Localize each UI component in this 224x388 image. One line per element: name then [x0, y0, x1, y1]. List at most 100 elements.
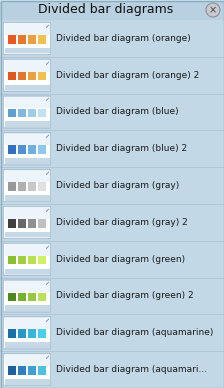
Text: Divided bar diagrams: Divided bar diagrams [38, 3, 174, 17]
Text: ✓: ✓ [44, 24, 49, 29]
Bar [8, 293, 16, 301]
Text: ✓: ✓ [44, 319, 49, 324]
FancyBboxPatch shape [3, 95, 51, 128]
Bar [38, 182, 46, 191]
Text: ✓: ✓ [44, 208, 49, 213]
Text: ✓: ✓ [44, 245, 49, 250]
Text: ✓: ✓ [44, 61, 49, 66]
Bar [28, 35, 36, 43]
Bar [28, 329, 36, 338]
FancyBboxPatch shape [3, 243, 51, 275]
Bar [8, 182, 16, 191]
FancyBboxPatch shape [3, 22, 51, 55]
FancyBboxPatch shape [4, 59, 50, 91]
Bar [0, 94, 224, 130]
Bar [4, 48, 50, 53]
FancyBboxPatch shape [4, 280, 50, 312]
Bar [4, 342, 50, 348]
Text: ✓: ✓ [44, 98, 49, 102]
Text: Divided bar diagram (orange) 2: Divided bar diagram (orange) 2 [56, 71, 199, 80]
FancyBboxPatch shape [4, 317, 50, 348]
Bar [38, 329, 46, 338]
FancyBboxPatch shape [3, 353, 51, 386]
FancyBboxPatch shape [3, 206, 51, 239]
Bar [8, 219, 16, 228]
Bar [4, 207, 50, 219]
Bar [4, 268, 50, 274]
Text: Divided bar diagram (gray) 2: Divided bar diagram (gray) 2 [56, 218, 188, 227]
FancyBboxPatch shape [3, 280, 51, 312]
Bar [0, 57, 224, 94]
Bar [4, 121, 50, 127]
Text: Divided bar diagram (aquamarine): Divided bar diagram (aquamarine) [56, 328, 213, 337]
Bar [4, 195, 50, 201]
Bar [28, 366, 36, 375]
Bar [4, 244, 50, 256]
Bar [38, 219, 46, 228]
Bar [38, 109, 46, 117]
Bar [8, 35, 16, 43]
FancyBboxPatch shape [4, 207, 50, 238]
Bar [4, 354, 50, 366]
Bar [18, 293, 26, 301]
Bar [8, 366, 16, 375]
Bar [8, 329, 16, 338]
FancyBboxPatch shape [4, 23, 50, 54]
Bar [4, 60, 50, 71]
Bar [18, 182, 26, 191]
Bar [18, 256, 26, 264]
Bar [0, 204, 224, 241]
Bar [4, 317, 50, 329]
FancyBboxPatch shape [4, 170, 50, 201]
Bar [4, 23, 50, 35]
Bar [4, 85, 50, 90]
Bar [0, 20, 224, 57]
Bar [8, 256, 16, 264]
Bar [0, 167, 224, 204]
Bar [28, 182, 36, 191]
Bar [4, 158, 50, 164]
Bar [4, 170, 50, 182]
FancyBboxPatch shape [3, 316, 51, 349]
FancyBboxPatch shape [4, 133, 50, 165]
Bar [4, 305, 50, 311]
Bar [0, 0, 224, 2]
Bar [0, 241, 224, 277]
Bar [8, 146, 16, 154]
FancyBboxPatch shape [4, 244, 50, 275]
Bar [8, 72, 16, 80]
Text: Divided bar diagram (gray): Divided bar diagram (gray) [56, 181, 179, 190]
Circle shape [206, 3, 220, 17]
Text: Divided bar diagram (green): Divided bar diagram (green) [56, 255, 185, 264]
Text: Divided bar diagram (aquamari...: Divided bar diagram (aquamari... [56, 365, 207, 374]
Bar [28, 219, 36, 228]
Text: ✓: ✓ [44, 171, 49, 176]
Text: Divided bar diagram (orange): Divided bar diagram (orange) [56, 34, 191, 43]
FancyBboxPatch shape [3, 169, 51, 202]
Text: Divided bar diagram (blue): Divided bar diagram (blue) [56, 107, 179, 116]
Bar [4, 281, 50, 292]
FancyBboxPatch shape [3, 59, 51, 92]
Text: ✓: ✓ [44, 134, 49, 139]
Bar [4, 232, 50, 237]
Bar [4, 133, 50, 145]
Bar [0, 277, 224, 314]
Text: Divided bar diagram (green) 2: Divided bar diagram (green) 2 [56, 291, 194, 300]
Text: ✓: ✓ [44, 355, 49, 360]
FancyBboxPatch shape [3, 132, 51, 165]
Bar [38, 293, 46, 301]
Bar [38, 35, 46, 43]
Bar [38, 256, 46, 264]
Bar [28, 293, 36, 301]
Bar [18, 72, 26, 80]
Bar [8, 109, 16, 117]
FancyBboxPatch shape [4, 96, 50, 128]
Bar [18, 146, 26, 154]
Bar [38, 366, 46, 375]
Text: ×: × [209, 5, 217, 15]
Bar [28, 256, 36, 264]
Bar [28, 146, 36, 154]
Bar [0, 351, 224, 388]
Bar [4, 379, 50, 385]
Bar [38, 146, 46, 154]
